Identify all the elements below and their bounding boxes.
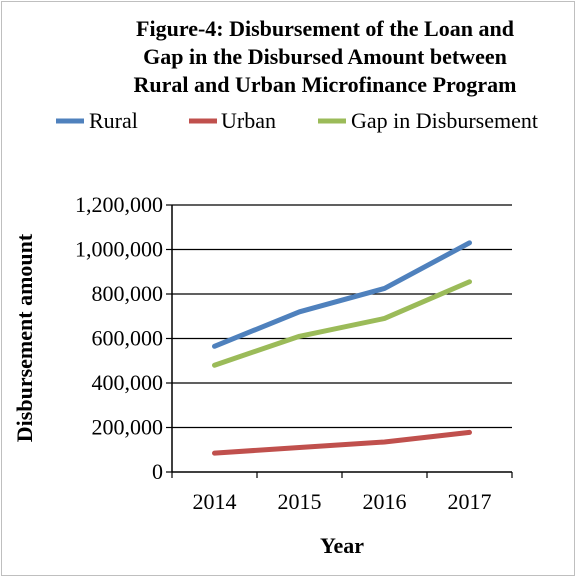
legend: Rural Urban Gap in Disbursement: [56, 108, 538, 133]
plot-area: 0 200,000 400,000 600,000 800,000 1,000,000 1,…: [75, 192, 513, 514]
series-lines: [212, 240, 472, 456]
y-tick-label: 400,000: [92, 370, 164, 395]
chart-title: Figure-4: Disbursement of the Loan and G…: [134, 16, 517, 97]
legend-label-gap: Gap in Disbursement: [351, 108, 538, 133]
y-tick-label: 1,200,000: [75, 192, 163, 217]
y-axis-label: Disbursement amount: [12, 233, 37, 442]
chart-title-line-2: Gap in the Disbursed Amount between: [143, 44, 507, 69]
legend-label-rural: Rural: [89, 108, 138, 133]
x-axis-label: Year: [320, 533, 364, 558]
y-tick-label: 600,000: [92, 326, 164, 351]
series-line-urban: [212, 429, 472, 456]
x-tick-label: 2016: [363, 489, 407, 514]
x-tick-label: 2014: [193, 489, 237, 514]
y-tick-label: 1,000,000: [75, 237, 163, 262]
chart-title-line-1: Figure-4: Disbursement of the Loan and: [136, 16, 514, 41]
chart-title-line-3: Rural and Urban Microfinance Program: [134, 72, 517, 97]
x-tick-label: 2017: [448, 489, 492, 514]
x-axis-ticks: 2014 2015 2016 2017: [171, 472, 513, 514]
x-tick-label: 2015: [278, 489, 322, 514]
gridlines: [172, 204, 512, 429]
y-tick-label: 200,000: [92, 415, 164, 440]
y-tick-label: 800,000: [92, 281, 164, 306]
series-line-gap-in-disbursement: [212, 279, 472, 368]
series-line-rural: [212, 240, 472, 349]
y-axis-ticks: 0 200,000 400,000 600,000 800,000 1,000,000 1,…: [75, 192, 172, 484]
legend-label-urban: Urban: [221, 108, 276, 133]
y-tick-label: 0: [152, 459, 163, 484]
